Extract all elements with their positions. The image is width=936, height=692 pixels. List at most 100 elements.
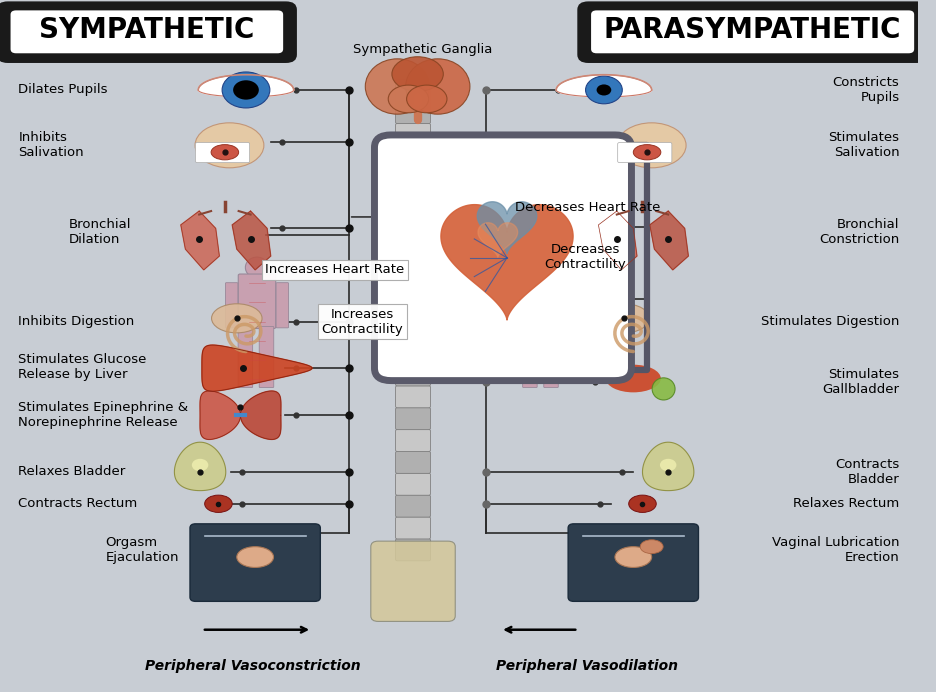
FancyBboxPatch shape <box>371 541 455 621</box>
Ellipse shape <box>212 145 239 160</box>
FancyBboxPatch shape <box>522 327 537 388</box>
Ellipse shape <box>192 459 209 471</box>
Polygon shape <box>441 205 573 320</box>
FancyBboxPatch shape <box>190 524 320 601</box>
FancyBboxPatch shape <box>396 298 431 320</box>
Polygon shape <box>200 391 241 439</box>
Ellipse shape <box>586 76 622 104</box>
FancyBboxPatch shape <box>396 539 431 561</box>
Ellipse shape <box>205 495 232 512</box>
FancyBboxPatch shape <box>396 80 431 102</box>
FancyBboxPatch shape <box>396 189 431 211</box>
Ellipse shape <box>245 257 269 277</box>
Ellipse shape <box>629 495 656 512</box>
FancyBboxPatch shape <box>396 277 431 298</box>
Text: Orgasm
Ejaculation: Orgasm Ejaculation <box>106 536 179 564</box>
FancyBboxPatch shape <box>396 517 431 539</box>
Ellipse shape <box>392 57 444 91</box>
FancyBboxPatch shape <box>396 495 431 517</box>
FancyBboxPatch shape <box>618 143 672 163</box>
Polygon shape <box>478 223 518 257</box>
Text: SYMPATHETIC: SYMPATHETIC <box>39 17 255 44</box>
FancyBboxPatch shape <box>544 327 558 388</box>
Ellipse shape <box>634 145 661 160</box>
FancyBboxPatch shape <box>396 385 431 408</box>
Text: Dilates Pupils: Dilates Pupils <box>19 84 108 96</box>
Ellipse shape <box>222 72 270 108</box>
FancyBboxPatch shape <box>396 233 431 255</box>
Polygon shape <box>556 75 651 97</box>
FancyBboxPatch shape <box>578 1 928 63</box>
FancyBboxPatch shape <box>0 1 297 63</box>
Ellipse shape <box>599 304 650 333</box>
FancyBboxPatch shape <box>396 408 431 430</box>
Ellipse shape <box>388 85 429 113</box>
Polygon shape <box>174 442 226 491</box>
FancyBboxPatch shape <box>396 255 431 277</box>
Polygon shape <box>181 211 219 270</box>
Text: Decreases Heart Rate: Decreases Heart Rate <box>515 201 660 214</box>
FancyBboxPatch shape <box>239 274 276 329</box>
Text: Inhibits Digestion: Inhibits Digestion <box>19 316 135 328</box>
Text: Bronchial
Dilation: Bronchial Dilation <box>69 218 131 246</box>
Ellipse shape <box>365 59 430 114</box>
Text: Increases
Contractility: Increases Contractility <box>322 308 403 336</box>
Text: Stimulates Epinephrine &
Norepinephrine Release: Stimulates Epinephrine & Norepinephrine … <box>19 401 188 429</box>
Text: Vaginal Lubrication
Erection: Vaginal Lubrication Erection <box>772 536 899 564</box>
FancyBboxPatch shape <box>396 364 431 386</box>
Ellipse shape <box>233 80 259 100</box>
Text: Relaxes Rectum: Relaxes Rectum <box>793 498 899 510</box>
Polygon shape <box>642 442 694 491</box>
Text: Inhibits
Salivation: Inhibits Salivation <box>19 131 84 159</box>
FancyBboxPatch shape <box>396 123 431 145</box>
Polygon shape <box>202 345 312 391</box>
Text: Stimulates
Salivation: Stimulates Salivation <box>828 131 899 159</box>
Ellipse shape <box>195 122 264 167</box>
Polygon shape <box>598 211 637 270</box>
Text: Peripheral Vasoconstriction: Peripheral Vasoconstriction <box>144 659 360 673</box>
Ellipse shape <box>652 378 675 400</box>
FancyBboxPatch shape <box>396 102 431 124</box>
FancyBboxPatch shape <box>396 211 431 233</box>
FancyBboxPatch shape <box>591 10 914 53</box>
Text: Bronchial
Constriction: Bronchial Constriction <box>819 218 899 246</box>
Ellipse shape <box>617 122 686 167</box>
Polygon shape <box>198 75 294 97</box>
FancyBboxPatch shape <box>396 473 431 495</box>
Text: PARASYMPATHETIC: PARASYMPATHETIC <box>604 17 901 44</box>
Text: Stimulates
Gallbladder: Stimulates Gallbladder <box>823 368 899 396</box>
Ellipse shape <box>406 85 447 113</box>
FancyBboxPatch shape <box>259 327 273 388</box>
Ellipse shape <box>405 59 470 114</box>
Text: Decreases
Contractility: Decreases Contractility <box>545 244 626 271</box>
Text: Increases Heart Rate: Increases Heart Rate <box>266 264 404 276</box>
Ellipse shape <box>660 459 677 471</box>
Text: Stimulates Glucose
Release by Liver: Stimulates Glucose Release by Liver <box>19 353 147 381</box>
Ellipse shape <box>615 547 651 567</box>
FancyBboxPatch shape <box>396 342 431 364</box>
Polygon shape <box>232 211 271 270</box>
Text: Relaxes Bladder: Relaxes Bladder <box>19 466 125 478</box>
FancyBboxPatch shape <box>510 282 522 328</box>
FancyBboxPatch shape <box>10 10 284 53</box>
FancyBboxPatch shape <box>396 320 431 343</box>
FancyBboxPatch shape <box>238 327 253 388</box>
FancyBboxPatch shape <box>561 282 573 328</box>
FancyBboxPatch shape <box>396 451 431 473</box>
FancyBboxPatch shape <box>276 282 288 328</box>
Text: Contracts
Bladder: Contracts Bladder <box>835 458 899 486</box>
Polygon shape <box>650 211 688 270</box>
Ellipse shape <box>530 257 553 277</box>
Ellipse shape <box>237 547 273 567</box>
Text: Contracts Rectum: Contracts Rectum <box>19 498 138 510</box>
Ellipse shape <box>640 540 663 554</box>
Text: Constricts
Pupils: Constricts Pupils <box>833 76 899 104</box>
Ellipse shape <box>606 365 661 392</box>
Text: Sympathetic Ganglia: Sympathetic Ganglia <box>353 44 492 56</box>
FancyBboxPatch shape <box>396 167 431 189</box>
Ellipse shape <box>596 84 611 95</box>
FancyBboxPatch shape <box>374 135 632 381</box>
Polygon shape <box>477 202 536 254</box>
FancyBboxPatch shape <box>196 143 250 163</box>
FancyBboxPatch shape <box>396 430 431 451</box>
